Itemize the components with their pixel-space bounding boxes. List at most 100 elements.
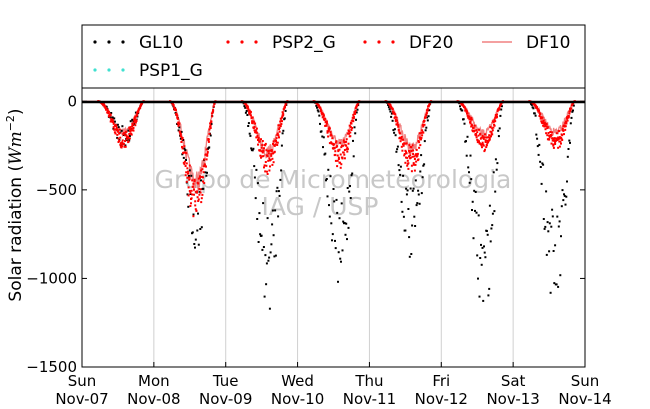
data-point: [205, 174, 208, 177]
data-point: [212, 110, 215, 113]
legend-label: PSP2_G: [272, 33, 336, 53]
data-point: [497, 129, 500, 132]
data-point: [483, 245, 485, 248]
data-point: [347, 129, 350, 132]
data-point: [459, 105, 461, 108]
data-point: [244, 111, 247, 114]
data-point: [325, 124, 328, 127]
data-point: [200, 197, 203, 200]
data-point: [130, 128, 133, 131]
legend-item-df10: DF10: [482, 33, 571, 53]
data-point: [132, 120, 135, 123]
data-point: [548, 138, 551, 141]
data-point: [349, 126, 352, 129]
data-point: [543, 121, 546, 124]
data-point: [481, 146, 483, 149]
data-point: [352, 155, 355, 158]
data-point: [189, 193, 192, 195]
data-point: [247, 108, 250, 111]
data-point: [184, 165, 187, 167]
data-point: [188, 169, 191, 172]
data-point: [482, 136, 485, 139]
data-point: [465, 109, 468, 112]
data-point: [491, 127, 494, 130]
data-point: [427, 105, 430, 108]
data-point: [423, 123, 426, 126]
data-point: [560, 136, 562, 139]
data-point: [248, 112, 251, 115]
data-point: [480, 136, 483, 139]
data-point: [403, 153, 406, 155]
data-point: [396, 145, 399, 148]
data-point: [340, 260, 342, 263]
data-point: [281, 115, 284, 118]
data-point: [536, 145, 539, 148]
data-point: [121, 139, 124, 142]
data-point: [482, 299, 485, 302]
data-point: [260, 156, 262, 159]
data-point: [405, 156, 407, 159]
data-point: [467, 116, 470, 118]
data-point: [325, 178, 328, 180]
data-point: [409, 156, 412, 159]
data-point: [212, 105, 215, 108]
data-point: [475, 136, 478, 139]
data-point: [196, 190, 198, 193]
data-point: [571, 110, 574, 113]
data-point: [475, 129, 478, 132]
data-point: [567, 115, 570, 117]
data-point: [472, 126, 475, 129]
data-point: [328, 142, 331, 145]
legend-marker: [254, 40, 258, 44]
data-point: [345, 148, 348, 151]
data-point: [417, 158, 420, 161]
data-point: [133, 116, 136, 119]
data-point: [331, 239, 333, 242]
legend-label: GL10: [139, 33, 183, 53]
data-point: [257, 241, 260, 243]
data-point: [544, 128, 547, 131]
data-point: [116, 129, 119, 132]
data-point: [419, 144, 422, 147]
data-point: [559, 274, 562, 277]
data-point: [184, 160, 186, 163]
data-point: [208, 128, 211, 131]
data-point: [283, 106, 286, 109]
data-point: [106, 110, 109, 113]
data-point: [547, 132, 550, 134]
data-point: [204, 171, 207, 174]
data-point: [412, 162, 415, 165]
data-point: [533, 103, 536, 106]
data-point: [395, 150, 398, 153]
data-point: [500, 105, 503, 108]
data-point: [551, 139, 554, 142]
data-point: [424, 129, 427, 132]
data-point: [183, 147, 186, 150]
data-point: [262, 149, 265, 152]
data-point: [481, 141, 484, 144]
data-point: [479, 257, 482, 259]
data-point: [261, 155, 264, 158]
data-point: [124, 134, 127, 137]
data-point: [255, 168, 258, 171]
data-point: [479, 137, 482, 140]
data-point: [265, 149, 268, 152]
data-point: [397, 124, 400, 127]
data-point: [494, 116, 497, 119]
data-point: [498, 127, 501, 130]
data-point: [408, 149, 410, 152]
data-point: [401, 149, 404, 152]
data-point: [115, 129, 118, 132]
data-point: [550, 134, 553, 137]
data-point: [410, 253, 413, 255]
data-point: [316, 106, 318, 109]
data-point: [329, 175, 332, 178]
data-point: [184, 151, 186, 154]
data-point: [551, 215, 554, 218]
data-point: [556, 139, 559, 141]
data-point: [421, 129, 424, 132]
data-point: [400, 200, 403, 203]
data-point: [113, 124, 116, 127]
data-point: [182, 161, 185, 164]
data-point: [199, 175, 201, 178]
